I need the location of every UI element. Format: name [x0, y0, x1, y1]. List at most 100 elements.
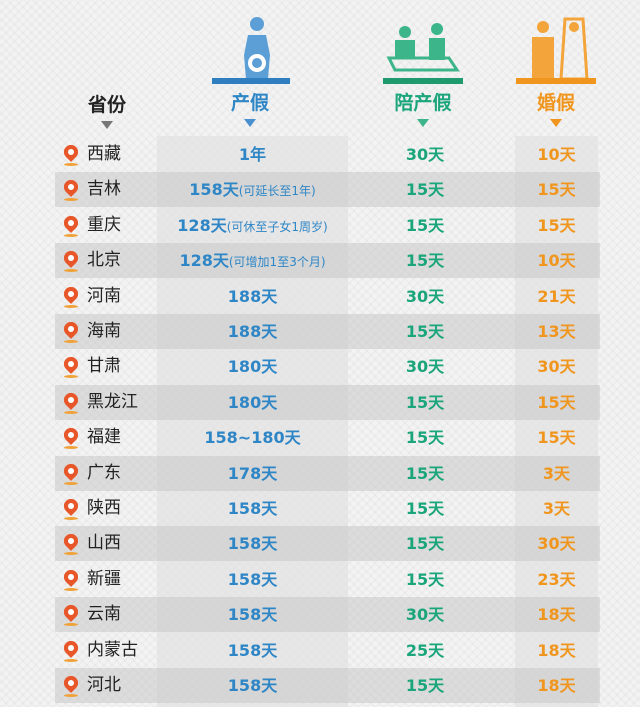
- paternity-value: 30天: [405, 286, 445, 306]
- map-pin-icon: [61, 566, 81, 587]
- maternity-value: 188天: [227, 322, 278, 341]
- table-row: 福建 158~180天 15天 15天: [55, 420, 600, 455]
- province-name: 黑龙江: [87, 391, 138, 412]
- table-row: 陕西 158天 15天 3天: [55, 491, 600, 526]
- maternity-note: (可增加1至3个月): [228, 255, 326, 270]
- maternity-cell: 158天(可延长至1年): [157, 172, 348, 207]
- table-row: 河南 188天 30天 21天: [55, 279, 600, 314]
- paternity-value: 30天: [405, 605, 445, 625]
- province-name: 山西: [87, 533, 121, 554]
- maternity-cell: 180天: [157, 349, 348, 384]
- pin-base: [64, 410, 78, 414]
- maternity-cell: 128天(可休至子女1周岁): [157, 208, 348, 243]
- paternity-value: 15天: [405, 215, 445, 235]
- pin-base: [64, 517, 78, 520]
- map-pin-icon: [61, 248, 81, 269]
- maternity-value: 158天: [227, 499, 278, 518]
- maternity-cell: 180天: [157, 385, 348, 420]
- map-pin-icon: [61, 142, 81, 162]
- maternity-note: (可休至子女1周岁): [226, 219, 328, 234]
- pin-base: [64, 658, 78, 662]
- maternity-cell: 158天: [157, 491, 348, 526]
- province-name: 福建: [87, 427, 121, 448]
- map-pin-icon: [61, 531, 81, 552]
- pin-base: [64, 552, 78, 556]
- paternity-value: 15天: [405, 322, 445, 341]
- marriage-value: 10天: [537, 145, 576, 164]
- maternity-value: 158天: [227, 569, 278, 589]
- map-pin-icon: [61, 177, 81, 198]
- maternity-cell: 1年: [157, 137, 348, 172]
- maternity-cell: 128天(可增加1至3个月): [157, 243, 348, 278]
- paternity-value: 15天: [405, 569, 445, 589]
- province-name: 吉林: [87, 179, 121, 200]
- paternity-value: 15天: [405, 676, 445, 695]
- pin-base: [64, 481, 78, 485]
- father-with-newborn-icon: [386, 23, 460, 72]
- maternity-cell: 158天: [157, 562, 348, 597]
- marriage-value: 15天: [537, 392, 576, 412]
- paternity-value: 25天: [405, 640, 445, 660]
- pin-base: [64, 198, 78, 202]
- map-pin-icon: [61, 602, 81, 623]
- province-name: 河北: [87, 675, 121, 695]
- marriage-header: 婚假: [516, 88, 596, 127]
- province-name: 北京: [87, 250, 121, 271]
- maternity-value: 180天: [227, 392, 278, 412]
- maternity-value: 158~180天: [204, 428, 301, 448]
- paternity-value: 15天: [405, 534, 445, 554]
- pregnant-woman-icon: [244, 17, 270, 79]
- maternity-cell: 158天: [157, 668, 348, 703]
- marriage-value: 21天: [537, 286, 576, 306]
- paternity-value: 15天: [405, 499, 445, 518]
- province-name: 西藏: [87, 144, 121, 164]
- paternity-value: 15天: [405, 463, 445, 483]
- maternity-value: 178天: [227, 463, 278, 483]
- paternity-value: 15天: [405, 180, 445, 200]
- province-name: 云南: [87, 604, 121, 625]
- table-row: 新疆 158天 15天 23天: [55, 562, 600, 597]
- marriage-value: 3天: [542, 463, 571, 483]
- maternity-cell: 158天: [157, 597, 348, 632]
- maternity-value: 158天: [189, 180, 239, 200]
- marriage-value: 23天: [537, 569, 576, 589]
- maternity-value: 180天: [227, 357, 278, 377]
- maternity-header: 产假: [210, 88, 290, 127]
- maternity-value: 158天: [227, 640, 278, 660]
- province-name: 海南: [87, 321, 121, 341]
- maternity-cell: 188天: [157, 314, 348, 349]
- maternity-note: (可延长至1年): [238, 184, 316, 199]
- pin-base: [64, 340, 78, 343]
- province-name: 河南: [87, 285, 121, 306]
- marriage-value: 3天: [542, 499, 571, 518]
- marriage-value: 18天: [537, 605, 576, 625]
- table-row: 重庆 128天(可休至子女1周岁) 15天 15天: [55, 208, 600, 243]
- province-name: 广东: [87, 462, 121, 483]
- table-row: 广东 178天 15天 3天: [55, 455, 600, 491]
- table-row: 云南 158天 30天 18天: [55, 597, 600, 633]
- table-row: 山西 158天 15天 30天: [55, 526, 600, 562]
- bride-groom-icon: [532, 17, 589, 79]
- pin-base: [64, 446, 78, 450]
- maternity-cell: 178天: [157, 456, 348, 491]
- maternity-value: 158天: [227, 534, 278, 554]
- marriage-value: 18天: [537, 640, 576, 660]
- table-row: 北京 128天(可增加1至3个月) 15天 10天: [55, 243, 600, 279]
- province-name: 内蒙古: [87, 639, 138, 660]
- marriage-value: 15天: [537, 428, 576, 448]
- maternity-value: 158天: [227, 605, 278, 625]
- paternity-value: 15天: [405, 428, 445, 448]
- marriage-value: 30天: [537, 534, 576, 554]
- marriage-value: 18天: [537, 676, 576, 695]
- marriage-value: 15天: [537, 215, 576, 235]
- table-row: 黑龙江 180天 15天 15天: [55, 384, 600, 420]
- province-name: 甘肃: [87, 356, 121, 377]
- province-header: 省份: [80, 90, 134, 129]
- table-row: 甘肃 180天 30天 30天: [55, 349, 600, 384]
- paternity-value: 30天: [405, 145, 445, 164]
- pin-base: [64, 587, 78, 591]
- table-row: 吉林 158天(可延长至1年) 15天 15天: [55, 172, 600, 208]
- marriage-value: 10天: [537, 251, 576, 271]
- maternity-value: 188天: [227, 286, 278, 306]
- triangle-down-icon: [550, 119, 562, 127]
